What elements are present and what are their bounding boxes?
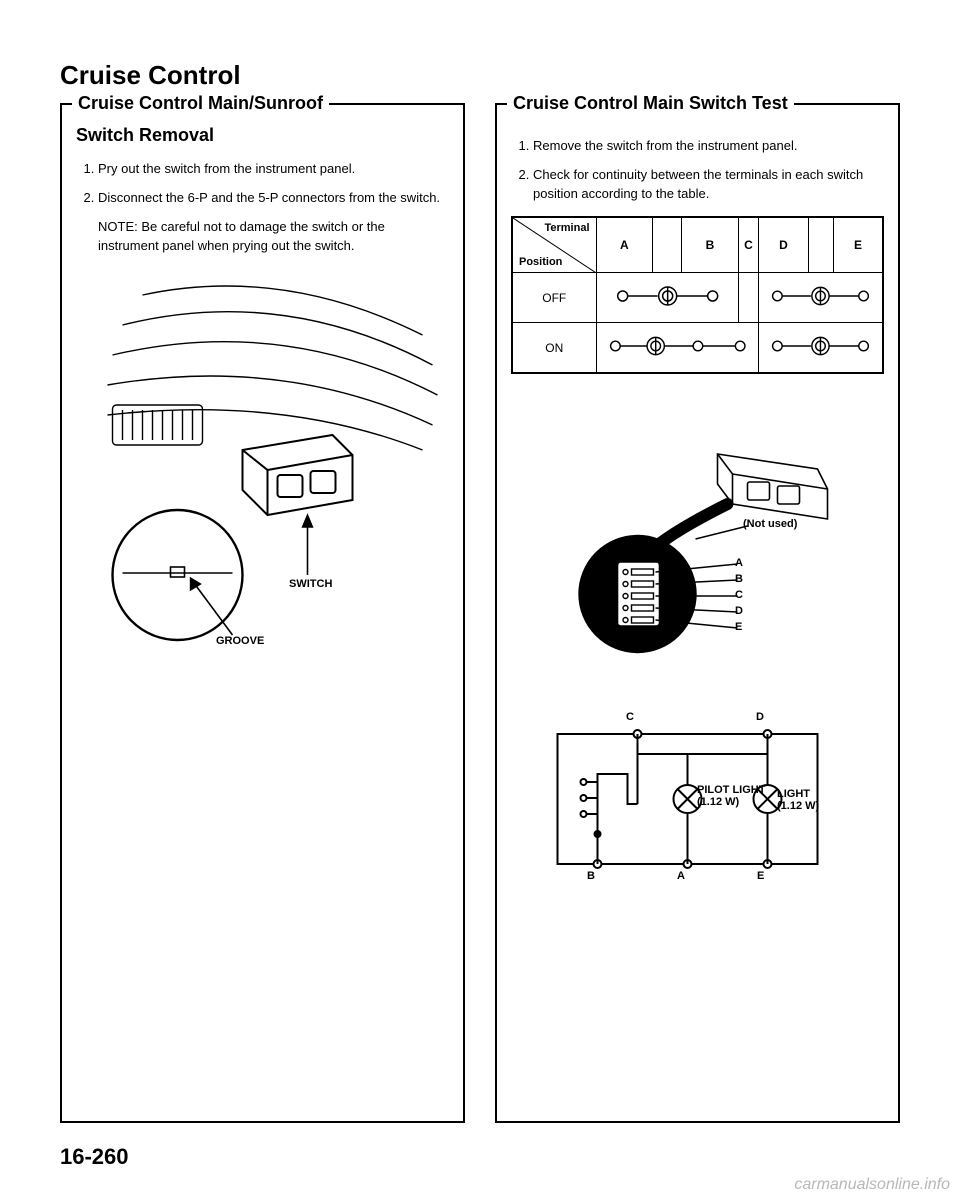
- th-a: A: [596, 217, 653, 273]
- pin-c: C: [735, 589, 743, 601]
- switch-label: SWITCH: [289, 578, 332, 590]
- left-heading-line1: Cruise Control Main/Sunroof: [72, 93, 329, 115]
- page-number: 16-260: [60, 1144, 129, 1170]
- pilot-light-label: PILOT LIGHT (1.12 W): [697, 784, 765, 808]
- table-row: OFF: [512, 273, 883, 323]
- corner-position: Position: [519, 256, 562, 268]
- term-c: C: [626, 711, 634, 723]
- term-a: A: [677, 870, 685, 882]
- page-title: Cruise Control: [60, 60, 900, 91]
- pos-on: ON: [512, 323, 596, 374]
- left-column: Cruise Control Main/Sunroof Switch Remov…: [60, 103, 465, 1123]
- table-corner: Terminal Position: [512, 217, 596, 273]
- left-note: NOTE: Be careful not to damage the switc…: [98, 218, 449, 256]
- columns: Cruise Control Main/Sunroof Switch Remov…: [60, 103, 900, 1123]
- pilot-light-w: (1.12 W): [697, 796, 739, 808]
- right-column: Cruise Control Main Switch Test Remove t…: [495, 103, 900, 1123]
- pin-e: E: [735, 621, 742, 633]
- pin-a: A: [735, 557, 743, 569]
- light-text: LIGHT: [777, 788, 810, 800]
- pin-b: B: [735, 573, 743, 585]
- pos-off: OFF: [512, 273, 596, 323]
- left-heading-line2: Switch Removal: [76, 125, 449, 146]
- term-b: B: [587, 870, 595, 882]
- right-heading: Cruise Control Main Switch Test: [507, 93, 794, 115]
- th-b: B: [682, 217, 739, 273]
- left-figure: SWITCH GROOVE: [76, 275, 449, 655]
- circuit-figure: C D B A E PILOT LIGHT (1.12 W) LIGHT (1.…: [511, 704, 884, 894]
- term-e: E: [757, 870, 764, 882]
- table-row: ON: [512, 323, 883, 374]
- dashboard-illustration: [76, 275, 449, 655]
- not-used-label: (Not used): [743, 518, 797, 530]
- right-steps: Remove the switch from the instrument pa…: [511, 137, 884, 204]
- off-ab: [596, 273, 738, 323]
- th-c: C: [738, 217, 758, 273]
- light-w: (1.12 W): [777, 800, 819, 812]
- left-step-2: Disconnect the 6-P and the 5-P connector…: [98, 189, 449, 208]
- right-step-1: Remove the switch from the instrument pa…: [533, 137, 884, 156]
- pin-d: D: [735, 605, 743, 617]
- connector-figure: (Not used) A B C D E: [511, 444, 884, 664]
- off-c: [738, 273, 758, 323]
- left-steps: Pry out the switch from the instrument p…: [76, 160, 449, 208]
- th-blank2: [808, 217, 833, 273]
- corner-terminal: Terminal: [544, 222, 589, 234]
- pilot-light-text: PILOT LIGHT: [697, 784, 765, 796]
- right-step-2: Check for continuity between the termina…: [533, 166, 884, 204]
- watermark: carmanualsonline.info: [794, 1176, 950, 1194]
- th-blank1: [653, 217, 682, 273]
- off-de: [759, 273, 883, 323]
- light-label: LIGHT (1.12 W): [777, 788, 819, 812]
- term-d: D: [756, 711, 764, 723]
- th-e: E: [834, 217, 883, 273]
- left-step-1: Pry out the switch from the instrument p…: [98, 160, 449, 179]
- groove-label: GROOVE: [216, 635, 264, 647]
- continuity-table: Terminal Position A B C D E OFF: [511, 216, 884, 375]
- on-abc: [596, 323, 759, 374]
- on-de: [759, 323, 883, 374]
- th-d: D: [759, 217, 809, 273]
